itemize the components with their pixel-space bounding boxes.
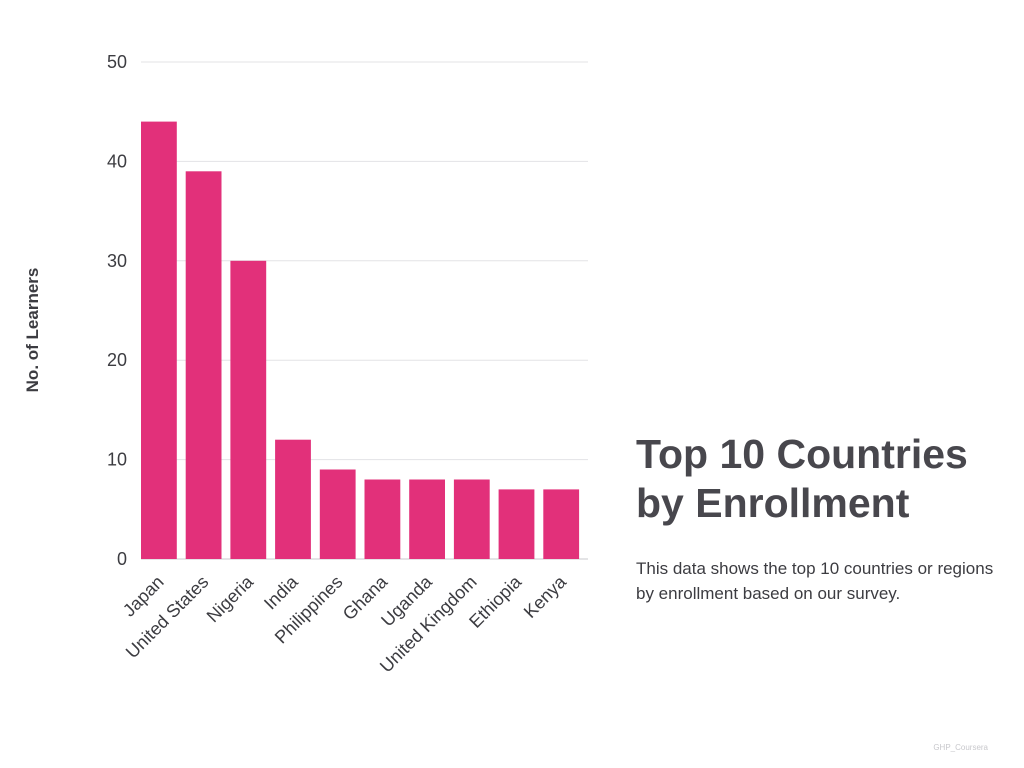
bar	[364, 479, 401, 559]
bar	[185, 171, 222, 560]
bar	[498, 489, 535, 559]
title-line-2: by Enrollment	[636, 480, 910, 526]
x-tick-label: Nigeria	[203, 571, 258, 626]
y-tick-label: 10	[107, 450, 127, 470]
page-title: Top 10 Countries by Enrollment	[636, 430, 1016, 528]
bar	[409, 479, 445, 559]
y-tick-label: 0	[117, 549, 127, 569]
x-tick-label: Kenya	[520, 571, 571, 622]
y-tick-label: 30	[107, 251, 127, 271]
bar	[453, 479, 490, 559]
credit-watermark: GHP_Coursera	[933, 743, 988, 752]
bar	[319, 469, 356, 559]
bar	[230, 260, 267, 559]
bar	[141, 121, 177, 559]
bar	[543, 489, 580, 559]
bar	[275, 439, 311, 559]
y-axis-label: No. of Learners	[23, 268, 42, 393]
y-tick-label: 50	[107, 52, 127, 72]
bars	[141, 121, 580, 560]
y-tick-label: 40	[107, 151, 127, 171]
description: This data shows the top 10 countries or …	[636, 559, 994, 603]
y-axis-ticks: 0 10 20 30 40 50	[107, 52, 127, 569]
y-tick-label: 20	[107, 350, 127, 370]
title-line-1: Top 10 Countries	[636, 431, 968, 477]
